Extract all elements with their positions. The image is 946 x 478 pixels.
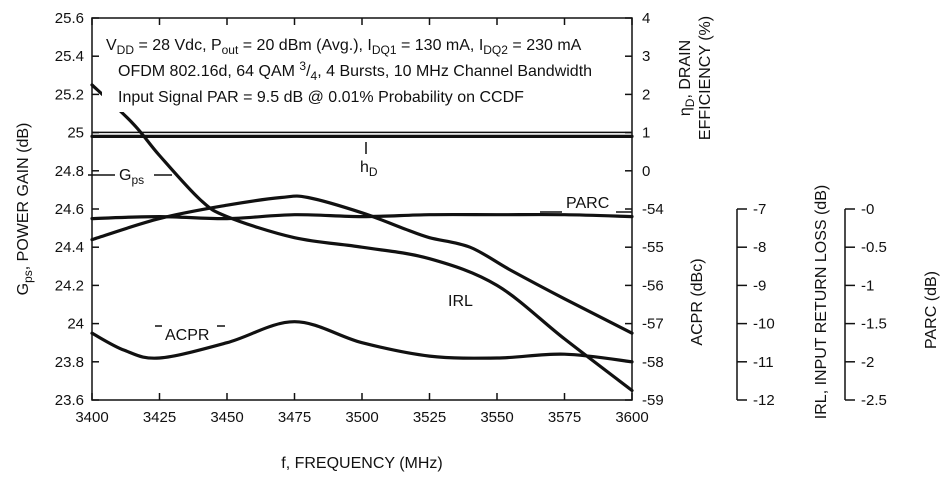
annotation-line-3: Input Signal PAR = 9.5 dB @ 0.01% Probab… xyxy=(118,89,524,106)
conditions-annotation: VDD = 28 Vdc, Pout = 20 dBm (Avg.), IDQ1… xyxy=(102,28,622,112)
series-irl-line xyxy=(90,194,634,335)
parc-label: PARC xyxy=(566,195,609,212)
annotation-background xyxy=(102,28,622,112)
gain-tick-label: 24.8 xyxy=(55,163,84,180)
right-tick-label: 4 xyxy=(642,10,650,27)
series-parc-line xyxy=(90,212,634,221)
gain-axis-ticks: 23.6 23.8 24 24.2 24.4 24.6 24.8 25 25.2 25.4 25.6 xyxy=(55,10,99,409)
series-gps-line xyxy=(90,83,634,393)
curve-labels: Gps hD PARC IRL ACPR xyxy=(88,142,632,344)
x-tick-label: 3550 xyxy=(480,409,513,426)
x-tick-label: 3450 xyxy=(210,409,243,426)
series-acpr-line xyxy=(90,320,634,364)
efficiency-acpr-axis-ticks: 4 3 2 1 0 -54 -55 -56 -57 -58 -59 xyxy=(625,10,664,409)
right-tick-label: -56 xyxy=(642,277,664,294)
x-tick-label: 3600 xyxy=(615,409,648,426)
gain-tick-label: 25 xyxy=(67,125,84,142)
annotation-line-2: OFDM 802.16d, 64 QAM 3/4, 4 Bursts, 10 M… xyxy=(118,59,592,83)
annotation-line-1: VDD = 28 Vdc, Pout = 20 dBm (Avg.), IDQ1… xyxy=(106,37,582,57)
gain-tick-label: 24.2 xyxy=(55,277,84,294)
irl-tick-label: -10 xyxy=(753,316,775,333)
right-tick-label: -59 xyxy=(642,392,664,409)
gain-tick-label: 25.4 xyxy=(55,48,84,65)
x-tick-label: 3425 xyxy=(143,409,176,426)
series-group xyxy=(90,83,634,393)
x-axis-title: f, FREQUENCY (MHz) xyxy=(281,455,442,472)
gain-tick-label: 25.6 xyxy=(55,10,84,27)
right-tick-label: 0 xyxy=(642,163,650,180)
gain-tick-label: 23.8 xyxy=(55,354,84,371)
right-tick-label: -57 xyxy=(642,316,664,333)
right-tick-label: 2 xyxy=(642,86,650,103)
efficiency-axis-title-line-2: EFFICIENCY (%) xyxy=(697,16,714,140)
irl-tick-label: -7 xyxy=(753,201,766,218)
gps-label: Gps xyxy=(119,167,144,187)
right-tick-label: -54 xyxy=(642,201,664,218)
gain-tick-label: 23.6 xyxy=(55,392,84,409)
gain-tick-label: 24.6 xyxy=(55,201,84,218)
parc-tick-label: -0.5 xyxy=(861,239,887,256)
right-tick-label: 1 xyxy=(642,125,650,142)
x-tick-label: 3525 xyxy=(413,409,446,426)
x-tick-label: 3575 xyxy=(548,409,581,426)
acpr-axis-title: ACPR (dBc) xyxy=(689,258,706,345)
gain-tick-label: 25.2 xyxy=(55,86,84,103)
irl-tick-label: -11 xyxy=(753,354,774,371)
right-tick-label: -55 xyxy=(642,239,664,256)
gain-tick-label: 24.4 xyxy=(55,239,84,256)
irl-label: IRL xyxy=(448,293,473,310)
parc-tick-label: -2.5 xyxy=(861,392,887,409)
irl-axis: -7 -8 -9 -10 -11 -12 xyxy=(736,201,775,409)
hd-label: hD xyxy=(360,159,378,179)
parc-tick-label: -2 xyxy=(861,354,874,371)
irl-tick-label: -8 xyxy=(753,239,766,256)
right-tick-label: -58 xyxy=(642,354,664,371)
right-tick-label: 3 xyxy=(642,48,650,65)
gain-tick-label: 24 xyxy=(67,316,84,333)
efficiency-axis-title-line-1: ηD, DRAIN xyxy=(677,40,697,116)
x-axis-ticks: 3400 3425 3450 3475 3500 3525 3550 3575 3600 xyxy=(75,18,649,426)
x-tick-label: 3475 xyxy=(278,409,311,426)
parc-axis-title: PARC (dB) xyxy=(923,271,940,349)
parc-tick-label: -0 xyxy=(861,201,874,218)
irl-tick-label: -9 xyxy=(753,277,766,294)
parc-tick-label: -1.5 xyxy=(861,316,887,333)
parc-axis: -0 -0.5 -1 -1.5 -2 -2.5 xyxy=(844,201,887,409)
irl-axis-title: IRL, INPUT RETURN LOSS (dB) xyxy=(813,185,830,419)
acpr-label: ACPR xyxy=(165,327,209,344)
irl-tick-label: -12 xyxy=(753,392,775,409)
x-tick-label: 3400 xyxy=(75,409,108,426)
x-tick-label: 3500 xyxy=(345,409,378,426)
gain-axis-title: Gps, POWER GAIN (dB) xyxy=(15,123,35,296)
parc-tick-label: -1 xyxy=(861,277,874,294)
